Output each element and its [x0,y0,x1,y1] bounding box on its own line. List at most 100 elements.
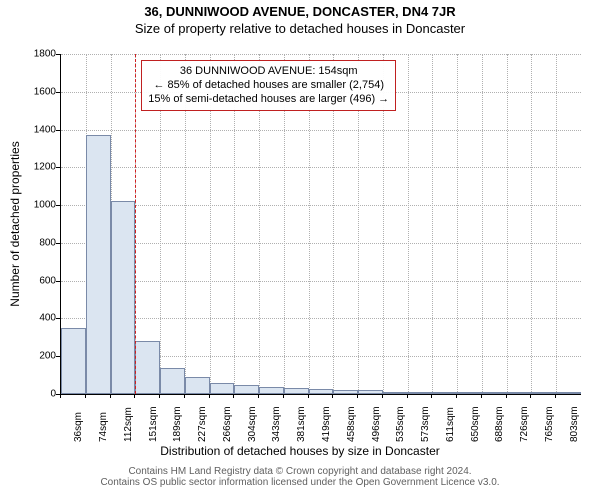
x-tick-mark [555,394,556,398]
footer-line-1: Contains HM Land Registry data © Crown c… [8,466,592,477]
x-tick-label: 496sqm [371,406,382,442]
annotation-line: 36 DUNNIWOOD AVENUE: 154sqm [148,65,389,79]
y-tick-label: 200 [16,351,56,362]
y-tick-label: 1200 [16,162,56,173]
x-tick-mark [530,394,531,398]
x-tick-mark [184,394,185,398]
histogram-bar [333,390,358,394]
x-tick-label: 535sqm [395,406,406,442]
y-tick-mark [56,318,60,319]
histogram-bar [185,377,210,394]
x-tick-mark [283,394,284,398]
histogram-bar [358,390,383,394]
x-tick-label: 688sqm [494,406,505,442]
x-tick-mark [110,394,111,398]
y-tick-mark [56,356,60,357]
y-tick-label: 600 [16,275,56,286]
reference-line [135,54,136,394]
x-tick-label: 381sqm [296,406,307,442]
x-tick-mark [258,394,259,398]
y-tick-mark [56,281,60,282]
y-tick-mark [56,92,60,93]
x-tick-label: 765sqm [544,406,555,442]
x-tick-mark [134,394,135,398]
x-tick-mark [382,394,383,398]
x-tick-label: 36sqm [73,412,84,442]
gridline-v [507,54,508,394]
y-tick-label: 1000 [16,200,56,211]
gridline-h [61,318,581,319]
y-tick-label: 1600 [16,86,56,97]
x-tick-label: 573sqm [420,406,431,442]
gridline-v [531,54,532,394]
y-tick-label: 400 [16,313,56,324]
histogram-bar [61,328,86,394]
x-tick-label: 304sqm [247,406,258,442]
gridline-h [61,54,581,55]
x-tick-label: 726sqm [519,406,530,442]
gridline-h [61,130,581,131]
x-tick-label: 112sqm [123,407,134,442]
x-tick-mark [85,394,86,398]
x-tick-mark [308,394,309,398]
chart-container: Number of detached properties 36 DUNNIWO… [0,44,600,444]
histogram-bar [234,385,259,394]
histogram-bar [309,389,334,394]
histogram-bar [210,383,235,394]
histogram-bar [111,201,136,394]
gridline-v [432,54,433,394]
x-tick-mark [159,394,160,398]
x-tick-label: 74sqm [98,412,109,442]
x-tick-mark [209,394,210,398]
histogram-bar [86,135,111,394]
y-tick-mark [56,205,60,206]
annotation-box: 36 DUNNIWOOD AVENUE: 154sqm← 85% of deta… [141,60,396,111]
x-tick-mark [357,394,358,398]
histogram-bar [135,341,160,394]
y-tick-label: 1400 [16,124,56,135]
histogram-bar [284,388,309,394]
x-tick-mark [506,394,507,398]
gridline-v [556,54,557,394]
x-tick-label: 803sqm [569,406,580,442]
y-tick-label: 0 [16,389,56,400]
annotation-line: ← 85% of detached houses are smaller (2,… [148,79,389,93]
histogram-bar [482,392,507,394]
gridline-v [408,54,409,394]
x-tick-label: 266sqm [222,406,233,442]
page-title: 36, DUNNIWOOD AVENUE, DONCASTER, DN4 7JR [0,4,600,19]
x-tick-mark [233,394,234,398]
gridline-h [61,243,581,244]
footer: Contains HM Land Registry data © Crown c… [0,466,600,488]
gridline-h [61,205,581,206]
x-tick-mark [456,394,457,398]
y-tick-mark [56,167,60,168]
x-tick-label: 227sqm [197,406,208,442]
x-tick-mark [60,394,61,398]
x-tick-mark [332,394,333,398]
y-tick-mark [56,54,60,55]
y-tick-label: 800 [16,237,56,248]
x-tick-mark [481,394,482,398]
gridline-h [61,167,581,168]
footer-line-2: Contains OS public sector information li… [8,477,592,488]
gridline-v [482,54,483,394]
x-tick-label: 419sqm [321,406,332,442]
histogram-bar [383,392,408,394]
histogram-bar [507,392,532,394]
histogram-bar [432,392,457,394]
x-tick-label: 151sqm [148,406,159,442]
x-tick-mark [431,394,432,398]
histogram-bar [160,368,185,394]
x-tick-label: 343sqm [271,406,282,442]
histogram-bar [259,387,284,394]
histogram-bar [556,392,581,394]
x-tick-label: 189sqm [172,406,183,442]
histogram-bar [408,392,433,394]
plot-area: 36 DUNNIWOOD AVENUE: 154sqm← 85% of deta… [60,54,581,395]
x-tick-mark [407,394,408,398]
annotation-line: 15% of semi-detached houses are larger (… [148,93,389,107]
gridline-h [61,281,581,282]
gridline-v [457,54,458,394]
x-tick-label: 458sqm [346,406,357,442]
